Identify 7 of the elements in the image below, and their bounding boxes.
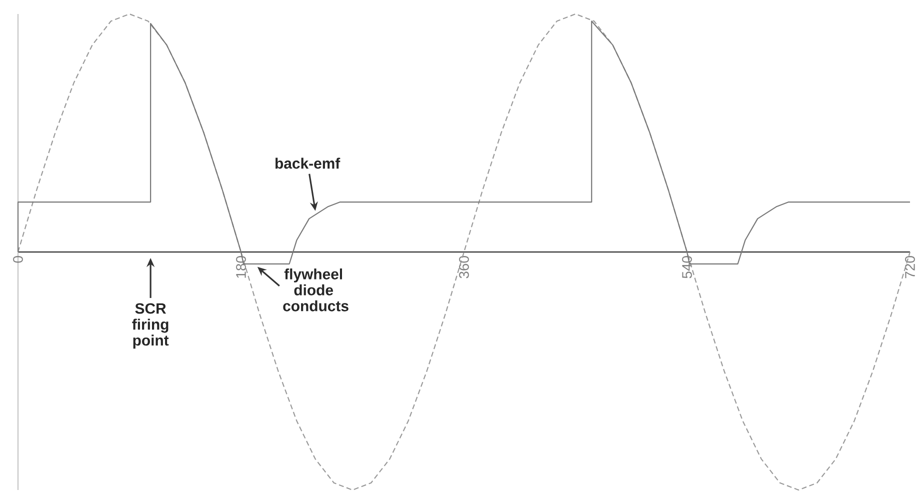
x-tick-label: 540 bbox=[682, 256, 692, 278]
annotation: flywheel diode conducts bbox=[283, 268, 348, 312]
x-tick-label: 0 bbox=[13, 256, 23, 263]
annotation: back-emf bbox=[276, 158, 340, 169]
annotation: SCR firing point bbox=[132, 303, 169, 349]
x-tick-label: 360 bbox=[459, 256, 469, 278]
x-tick-label: 720 bbox=[905, 256, 915, 278]
